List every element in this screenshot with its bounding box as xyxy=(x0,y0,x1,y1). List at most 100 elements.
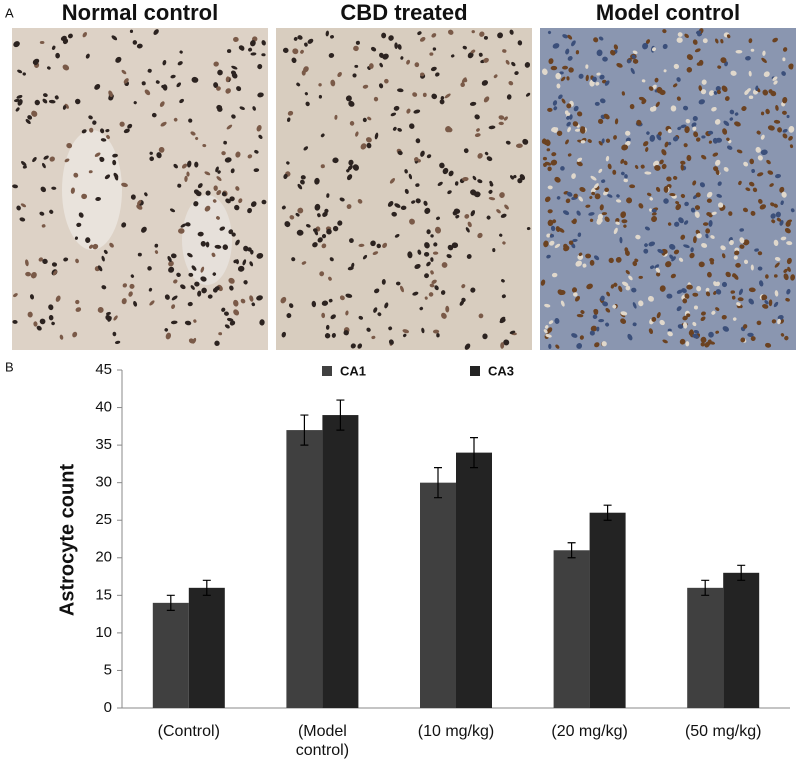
texture xyxy=(448,170,454,177)
error-bar xyxy=(701,579,710,596)
texture xyxy=(317,213,321,218)
y-tick-label: 5 xyxy=(104,661,112,678)
texture xyxy=(694,205,701,210)
texture xyxy=(623,178,628,183)
texture xyxy=(594,193,601,200)
texture xyxy=(165,332,172,340)
texture xyxy=(757,172,764,177)
texture xyxy=(786,219,793,224)
texture xyxy=(715,38,719,44)
texture xyxy=(12,184,18,189)
texture xyxy=(372,251,379,255)
texture xyxy=(236,86,242,92)
texture xyxy=(121,298,127,305)
texture xyxy=(31,110,38,117)
texture xyxy=(784,227,791,234)
texture xyxy=(249,261,254,267)
texture xyxy=(547,219,554,227)
texture xyxy=(744,89,749,95)
texture xyxy=(634,164,639,170)
texture xyxy=(357,343,363,349)
texture xyxy=(48,315,54,321)
texture xyxy=(589,218,594,223)
texture xyxy=(632,302,637,309)
texture xyxy=(233,36,239,43)
texture xyxy=(757,251,763,256)
texture xyxy=(580,310,585,315)
texture xyxy=(678,217,684,224)
texture xyxy=(686,54,694,61)
texture xyxy=(488,125,496,130)
texture xyxy=(488,197,496,201)
texture xyxy=(439,162,445,169)
texture xyxy=(511,61,516,67)
texture xyxy=(212,272,217,276)
texture xyxy=(59,334,64,340)
texture xyxy=(676,96,681,101)
texture xyxy=(470,189,477,196)
texture xyxy=(525,92,531,97)
texture xyxy=(620,158,625,164)
texture xyxy=(715,169,720,176)
texture xyxy=(648,241,656,247)
texture xyxy=(625,140,631,147)
texture xyxy=(326,228,332,235)
texture xyxy=(664,141,669,148)
texture xyxy=(387,201,394,207)
texture xyxy=(505,140,511,145)
texture xyxy=(62,130,122,250)
texture xyxy=(130,274,135,278)
texture xyxy=(779,220,784,226)
texture xyxy=(632,322,637,327)
texture xyxy=(781,71,786,76)
texture xyxy=(85,53,90,59)
texture xyxy=(656,134,662,141)
texture xyxy=(257,63,263,70)
texture xyxy=(156,152,162,159)
texture xyxy=(497,32,503,39)
texture xyxy=(499,233,503,237)
texture xyxy=(728,139,732,144)
texture xyxy=(686,154,692,162)
texture xyxy=(89,244,94,249)
texture xyxy=(562,65,569,70)
texture xyxy=(550,65,558,71)
texture xyxy=(15,107,20,112)
y-tick-label: 10 xyxy=(95,624,112,641)
texture xyxy=(652,47,656,52)
legend-swatch xyxy=(470,366,480,376)
texture xyxy=(432,47,437,51)
error-bar xyxy=(567,542,576,559)
texture xyxy=(463,77,468,83)
texture xyxy=(582,263,587,268)
texture xyxy=(619,236,623,244)
texture xyxy=(781,191,787,198)
texture xyxy=(320,133,325,138)
texture xyxy=(483,96,490,103)
texture xyxy=(20,161,27,167)
texture xyxy=(670,273,676,279)
texture xyxy=(454,181,459,186)
texture xyxy=(319,271,325,277)
texture xyxy=(541,138,547,144)
texture xyxy=(440,290,446,295)
texture xyxy=(181,163,188,169)
texture xyxy=(419,37,426,42)
texture xyxy=(686,313,691,318)
texture xyxy=(667,141,672,146)
texture xyxy=(121,69,127,75)
texture xyxy=(337,71,342,78)
texture xyxy=(472,175,477,181)
texture xyxy=(200,240,206,247)
texture xyxy=(621,91,625,96)
texture xyxy=(30,272,37,279)
texture xyxy=(52,270,58,276)
texture xyxy=(25,119,31,125)
texture xyxy=(693,329,700,334)
texture xyxy=(767,170,774,175)
texture xyxy=(666,293,673,299)
texture xyxy=(632,261,638,267)
texture xyxy=(593,37,599,43)
texture xyxy=(382,242,388,249)
texture xyxy=(612,169,617,175)
